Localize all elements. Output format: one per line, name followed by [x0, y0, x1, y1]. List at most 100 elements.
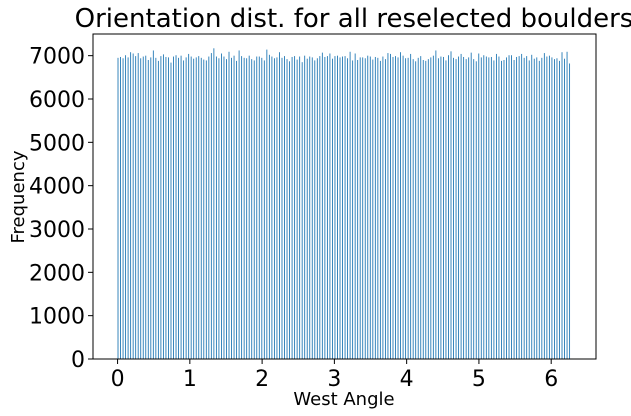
histogram-bar	[291, 56, 293, 359]
histogram-bar	[286, 59, 288, 359]
histogram-bar	[513, 60, 515, 359]
histogram-bar	[443, 56, 444, 359]
histogram-bar	[548, 55, 550, 360]
histogram-bar	[543, 53, 545, 359]
histogram-bar	[410, 53, 412, 360]
histogram-bar	[430, 57, 432, 360]
y-tick-label: 2000	[29, 261, 85, 286]
histogram-bar	[458, 56, 460, 359]
histogram-bar	[311, 57, 313, 360]
histogram-bar	[493, 60, 495, 360]
histogram-bar	[334, 56, 336, 359]
histogram-bar	[248, 55, 250, 360]
y-tick-label: 1000	[29, 305, 85, 330]
histogram-bar	[546, 56, 548, 359]
histogram-bar	[190, 56, 192, 359]
histogram-bar	[309, 56, 311, 359]
histogram-bar	[475, 61, 477, 360]
histogram-bar	[382, 56, 384, 359]
x-axis-ticks: 0 1 2 3 4 5 6	[111, 359, 558, 392]
histogram-bar	[440, 56, 442, 359]
histogram-bar	[377, 57, 379, 359]
histogram-bar	[448, 55, 449, 359]
bars-group	[117, 48, 571, 360]
histogram-bar	[208, 56, 210, 359]
histogram-bar	[485, 56, 487, 359]
histogram-bar	[412, 59, 414, 359]
histogram-bar	[233, 55, 235, 360]
histogram-bar	[145, 55, 147, 360]
histogram-bar	[506, 57, 507, 360]
histogram-bar	[279, 52, 280, 359]
histogram-bar	[218, 58, 220, 360]
histogram-bar	[508, 55, 510, 359]
histogram-bar	[518, 56, 520, 359]
histogram-bar	[387, 53, 389, 359]
histogram-bar	[339, 57, 341, 360]
histogram-bar	[226, 59, 227, 359]
histogram-bar	[266, 49, 268, 359]
histogram-bar	[210, 53, 212, 359]
x-tick-label: 2	[255, 367, 269, 392]
histogram-bar	[483, 55, 485, 359]
histogram-bar	[125, 55, 127, 359]
x-tick-label: 4	[400, 367, 414, 392]
histogram-bar	[362, 57, 364, 360]
histogram-bar	[405, 58, 407, 360]
histogram-bar	[561, 52, 563, 359]
histogram-bar	[263, 60, 265, 360]
histogram-bar	[231, 57, 232, 359]
histogram-bar	[559, 60, 560, 360]
histogram-bar	[374, 56, 376, 359]
histogram-bar	[473, 59, 475, 359]
histogram-bar	[281, 57, 283, 359]
histogram-bar	[400, 52, 401, 359]
histogram-bar	[528, 60, 530, 360]
histogram-bar	[137, 53, 139, 359]
histogram-bar	[140, 58, 142, 360]
histogram-bar	[369, 56, 371, 359]
histogram-bar	[523, 57, 525, 359]
histogram-bar	[450, 51, 452, 359]
histogram-bar	[215, 56, 217, 359]
histogram-bar	[253, 60, 255, 360]
histogram-bar	[490, 56, 492, 359]
histogram-bar	[384, 59, 386, 359]
histogram-bar	[150, 57, 152, 360]
histogram-bar	[468, 57, 470, 360]
histogram-bar	[168, 57, 169, 360]
histogram-bar	[195, 57, 197, 360]
histogram-bar	[268, 54, 270, 360]
histogram-bar	[392, 56, 394, 359]
histogram-bar	[294, 56, 296, 359]
histogram-bar	[425, 60, 427, 360]
histogram-bar	[420, 56, 422, 359]
histogram-bar	[205, 60, 207, 360]
histogram-bar	[342, 56, 343, 359]
histogram-bar	[352, 60, 354, 360]
histogram-bar	[319, 56, 321, 359]
histogram-bar	[193, 58, 195, 359]
histogram-bar	[157, 60, 159, 360]
histogram-bar	[460, 53, 462, 360]
histogram-bar	[364, 58, 366, 360]
histogram-bar	[284, 56, 285, 359]
histogram-bar	[316, 58, 318, 360]
histogram-bar	[437, 58, 439, 360]
histogram-bar	[132, 53, 134, 359]
histogram-bar	[117, 57, 119, 359]
histogram-bar	[344, 56, 346, 359]
histogram-bar	[432, 55, 434, 360]
histogram-bar	[296, 59, 298, 359]
histogram-bar	[273, 58, 275, 360]
histogram-bar	[321, 52, 323, 359]
histogram-bar	[178, 57, 179, 359]
y-axis-label: Frequency	[8, 150, 29, 243]
histogram-bar	[480, 57, 482, 360]
histogram-bar	[243, 57, 245, 359]
histogram-bar	[203, 59, 205, 359]
histogram-bar	[503, 60, 505, 359]
histogram-bar	[445, 60, 447, 360]
histogram-bar	[142, 56, 144, 359]
histogram-bar	[271, 56, 273, 359]
